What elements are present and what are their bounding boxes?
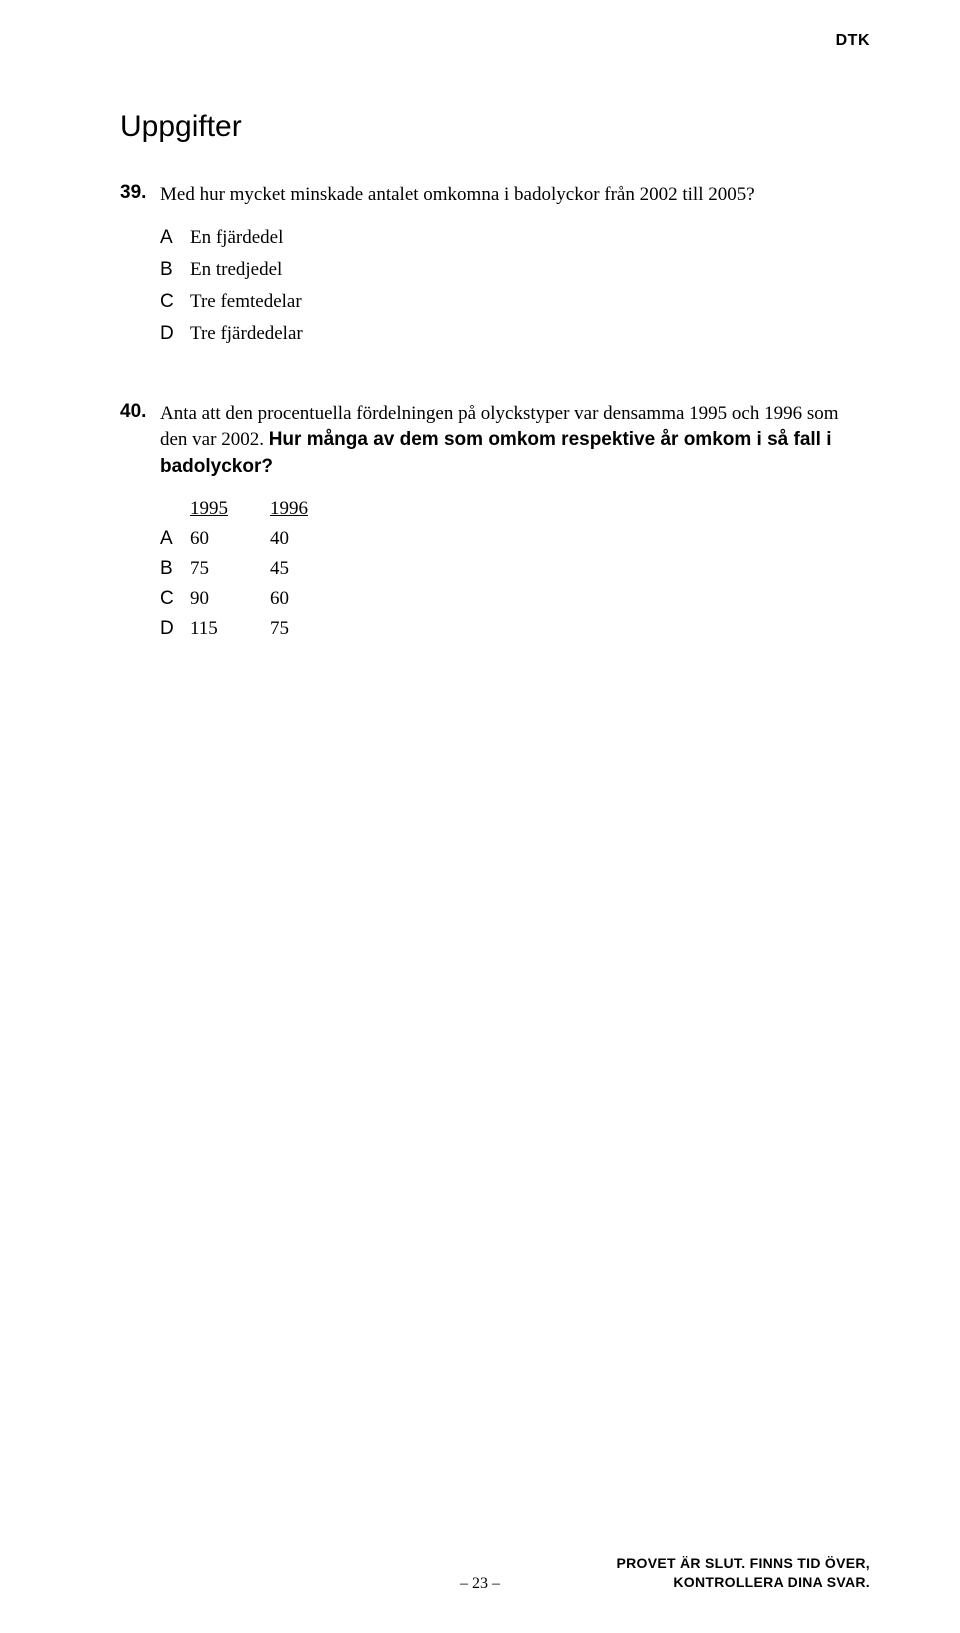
option-letter: D xyxy=(160,323,190,345)
table-cell: 40 xyxy=(270,528,350,550)
option-letter: A xyxy=(160,227,190,249)
option-letter: D xyxy=(160,618,190,640)
question-40: 40. Anta att den procentuella fördelning… xyxy=(120,401,840,641)
option-letter: B xyxy=(160,259,190,281)
option-letter: C xyxy=(160,588,190,610)
table-cell: 60 xyxy=(190,528,270,550)
footer-note-line2: KONTROLLERA DINA SVAR. xyxy=(616,1573,870,1593)
option-a: A En fjärdedel xyxy=(160,227,840,249)
option-text: Tre femtedelar xyxy=(190,291,840,313)
footer-note-line1: PROVET ÄR SLUT. FINNS TID ÖVER, xyxy=(616,1554,870,1574)
table-row: C 90 60 xyxy=(160,588,840,610)
page-number: – 23 – xyxy=(460,1575,500,1593)
question-options: A En fjärdedel B En tredjedel C Tre femt… xyxy=(160,227,840,345)
section-heading: Uppgifter xyxy=(120,110,840,144)
question-number: 40. xyxy=(120,401,160,423)
option-letter: A xyxy=(160,528,190,550)
table-cell: 60 xyxy=(270,588,350,610)
table-header-spacer xyxy=(160,498,190,520)
table-header-col: 1996 xyxy=(270,498,350,520)
option-text: En tredjedel xyxy=(190,259,840,281)
question-text: Anta att den procentuella fördelningen p… xyxy=(160,401,840,481)
table-header-col: 1995 xyxy=(190,498,270,520)
table-header: 1995 1996 xyxy=(160,498,840,520)
question-39: 39. Med hur mycket minskade antalet omko… xyxy=(120,182,840,345)
question-number: 39. xyxy=(120,182,160,204)
footer-note: PROVET ÄR SLUT. FINNS TID ÖVER, KONTROLL… xyxy=(616,1554,870,1593)
option-text: Tre fjärdedelar xyxy=(190,323,840,345)
page-footer: – 23 – PROVET ÄR SLUT. FINNS TID ÖVER, K… xyxy=(0,1575,960,1593)
option-b: B En tredjedel xyxy=(160,259,840,281)
option-text: En fjärdedel xyxy=(190,227,840,249)
option-c: C Tre femtedelar xyxy=(160,291,840,313)
table-row: D 115 75 xyxy=(160,618,840,640)
table-cell: 45 xyxy=(270,558,350,580)
table-cell: 90 xyxy=(190,588,270,610)
question-text: Med hur mycket minskade antalet omkomna … xyxy=(160,182,840,209)
table-cell: 75 xyxy=(190,558,270,580)
option-d: D Tre fjärdedelar xyxy=(160,323,840,345)
section-tag: DTK xyxy=(836,32,870,50)
option-letter: C xyxy=(160,291,190,313)
table-row: A 60 40 xyxy=(160,528,840,550)
table-cell: 115 xyxy=(190,618,270,640)
table-cell: 75 xyxy=(270,618,350,640)
option-letter: B xyxy=(160,558,190,580)
table-row: B 75 45 xyxy=(160,558,840,580)
question-table: 1995 1996 A 60 40 B 75 45 C 90 60 D 115 … xyxy=(160,498,840,640)
